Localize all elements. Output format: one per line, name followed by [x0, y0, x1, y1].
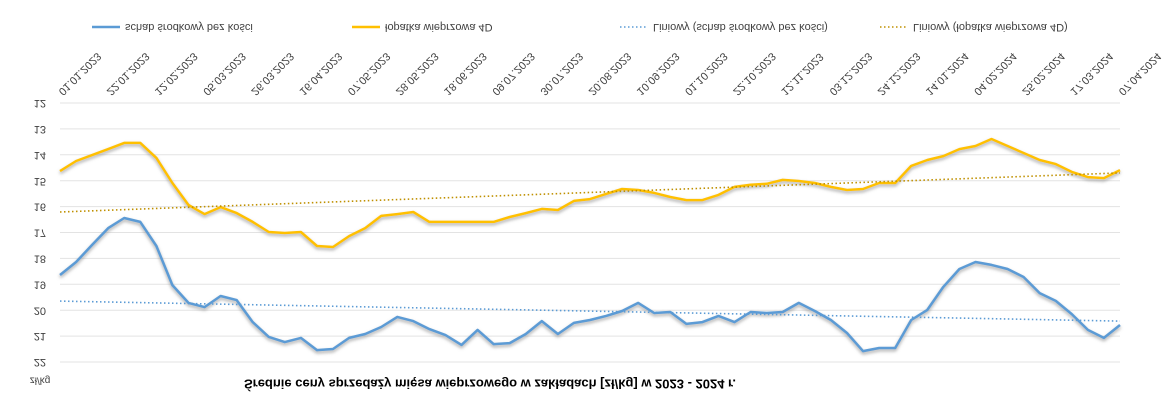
x-tick-label: 05.03.2023 — [200, 50, 247, 97]
x-tick-label: 28.05.2023 — [393, 50, 440, 97]
x-tick-label: 07.05.2023 — [345, 50, 392, 97]
x-tick-label: 26.03.2023 — [249, 50, 296, 97]
x-tick-label: 04.02.2024 — [971, 50, 1018, 97]
y-tick-label: 18 — [34, 252, 46, 264]
x-tick-label: 25.02.2024 — [1019, 50, 1066, 97]
y-axis-unit: zł/kg — [30, 374, 51, 385]
legend-label: łopatka wieprzowa 4D — [385, 21, 493, 33]
y-tick-label: 12 — [34, 97, 46, 109]
x-tick-label: 03.12.2023 — [827, 50, 874, 97]
x-tick-label: 22.10.2023 — [730, 50, 777, 97]
x-tick-label: 01.10.2023 — [682, 50, 729, 97]
x-tick-label: 30.07.2023 — [538, 50, 585, 97]
legend-label: Liniowy (schab środkowy bez kości) — [653, 21, 828, 33]
y-tick-label: 15 — [34, 175, 46, 187]
y-tick-label: 13 — [34, 123, 46, 135]
x-tick-label: 24.12.2023 — [875, 50, 922, 97]
y-tick-label: 21 — [34, 330, 46, 342]
x-tick-label: 17.03.2024 — [1068, 50, 1115, 97]
y-tick-label: 20 — [34, 304, 46, 316]
y-tick-label: 19 — [34, 278, 46, 290]
x-tick-label: 07.04.2024 — [1116, 50, 1163, 97]
series-line — [59, 137, 1121, 249]
y-tick-label: 16 — [34, 201, 46, 213]
legend-label: schab środkowy bez kości — [125, 21, 253, 33]
x-tick-label: 12.02.2023 — [152, 50, 199, 97]
y-tick-label: 22 — [34, 356, 46, 368]
chart-title: Średnie ceny sprzedaży mięsa wieprzowego… — [244, 377, 736, 392]
x-tick-label: 22.01.2023 — [104, 50, 151, 97]
y-tick-label: 17 — [34, 227, 46, 239]
x-tick-label: 20.08.2023 — [586, 50, 633, 97]
x-tick-label: 01.01.2023 — [56, 50, 103, 97]
series-line — [59, 172, 1121, 213]
x-tick-label: 09.07.2023 — [489, 50, 536, 97]
legend-label: Liniowy (łopatka wieprzowa 4D) — [913, 21, 1068, 33]
series-line — [59, 300, 1121, 322]
y-tick-label: 14 — [34, 149, 46, 161]
x-tick-label: 10.09.2023 — [634, 50, 681, 97]
x-tick-label: 18.06.2023 — [441, 50, 488, 97]
x-tick-label: 12.11.2023 — [779, 50, 826, 97]
series-line — [59, 216, 1121, 353]
x-tick-label: 16.04.2023 — [297, 50, 344, 97]
x-tick-label: 14.01.2024 — [923, 50, 970, 97]
